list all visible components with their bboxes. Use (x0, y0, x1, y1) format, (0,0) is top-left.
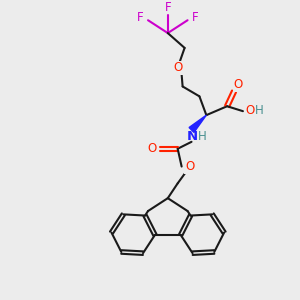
Text: F: F (192, 11, 199, 24)
Text: O: O (245, 104, 254, 117)
Text: O: O (173, 61, 182, 74)
Text: F: F (137, 11, 143, 24)
Text: H: H (198, 130, 207, 143)
Text: O: O (185, 160, 194, 173)
Text: O: O (233, 78, 243, 91)
Text: O: O (147, 142, 157, 155)
Text: F: F (164, 1, 171, 14)
Text: H: H (255, 104, 264, 117)
Text: N: N (187, 130, 198, 143)
Polygon shape (189, 115, 206, 132)
